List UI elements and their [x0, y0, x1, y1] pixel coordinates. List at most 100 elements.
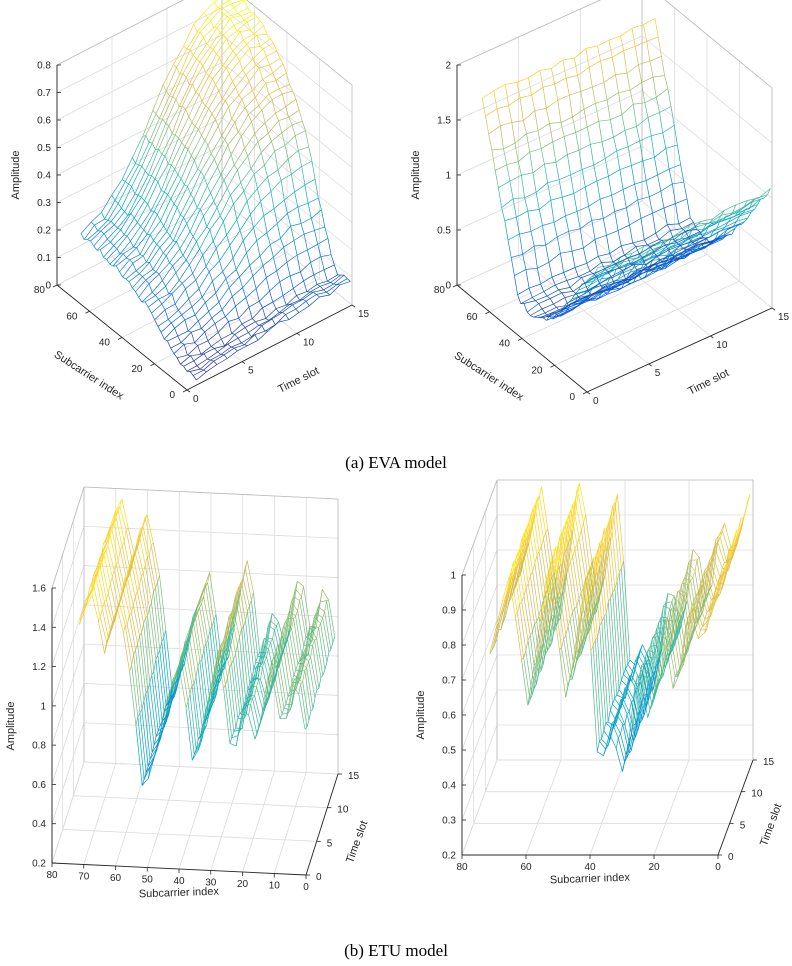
mesh-segment	[299, 271, 304, 281]
mesh-segment	[704, 615, 712, 620]
mesh-segment	[261, 325, 266, 332]
mesh-segment	[208, 57, 220, 76]
mesh-segment	[270, 681, 274, 689]
mesh-segment	[526, 508, 534, 540]
mesh-segment	[225, 54, 237, 69]
mesh-segment	[734, 544, 738, 551]
mesh-segment	[206, 364, 218, 372]
mesh-segment	[508, 569, 516, 593]
mesh-segment	[247, 16, 258, 23]
mesh-segment	[587, 630, 590, 635]
mesh-segment	[652, 241, 664, 246]
mesh-segment	[176, 186, 188, 208]
mesh-segment	[125, 624, 128, 627]
mesh-segment	[612, 588, 616, 593]
mesh-segment	[555, 284, 559, 291]
mesh-segment	[129, 259, 134, 264]
mesh-segment	[174, 319, 186, 329]
mesh-segment	[260, 152, 265, 166]
mesh-segment	[227, 0, 232, 5]
amplitude-tick-label: 0.6	[32, 780, 46, 791]
mesh-segment	[722, 531, 730, 551]
mesh-segment	[199, 661, 207, 719]
mesh-segment	[583, 514, 587, 523]
mesh-segment	[307, 629, 315, 637]
mesh-segment	[226, 30, 238, 39]
subcarrier-tick-label: 60	[110, 873, 122, 884]
mesh-segment	[597, 551, 605, 600]
mesh-segment	[549, 298, 554, 305]
mesh-segment	[563, 639, 571, 680]
mesh-segment	[567, 679, 571, 687]
mesh-segment	[225, 305, 236, 317]
mesh-segment	[193, 24, 198, 33]
mesh-segment	[249, 46, 261, 49]
mesh-segment	[155, 285, 166, 296]
mesh-segment	[679, 229, 692, 240]
amplitude-tick-label: 0.2	[37, 226, 51, 237]
mesh-segment	[558, 174, 571, 181]
mesh-segment	[99, 544, 107, 560]
mesh-segment	[252, 276, 257, 289]
mesh-segment	[107, 238, 111, 243]
mesh-segment	[194, 140, 206, 161]
mesh-segment	[322, 589, 329, 601]
mesh-segment	[214, 323, 219, 333]
mesh-segment	[560, 116, 573, 123]
mesh-segment	[191, 328, 202, 333]
mesh-segment	[267, 133, 272, 142]
mesh-segment	[174, 146, 186, 170]
mesh-segment	[293, 618, 301, 661]
mesh-segment	[153, 225, 164, 241]
mesh-segment	[319, 286, 324, 291]
mesh-segment	[569, 303, 582, 311]
mesh-segment	[142, 269, 154, 277]
mesh-segment	[234, 148, 245, 166]
mesh-segment	[271, 613, 279, 623]
mesh-segment	[324, 600, 327, 612]
mesh-segment	[259, 290, 270, 302]
mesh-segment	[140, 528, 148, 557]
mesh-segment	[115, 560, 119, 565]
mesh-segment	[240, 29, 251, 32]
mesh-segment	[673, 230, 686, 240]
mesh-segment	[197, 340, 209, 346]
mesh-segment	[253, 173, 258, 189]
mesh-segment	[134, 596, 142, 633]
mesh-segment	[129, 671, 137, 726]
mesh-segment	[151, 674, 159, 731]
mesh-segment	[284, 191, 295, 201]
mesh-segment	[566, 280, 571, 288]
mesh-segment	[242, 58, 254, 71]
mesh-segment	[97, 220, 109, 232]
mesh-segment	[192, 375, 197, 381]
mesh-segment	[699, 223, 712, 234]
mesh-segment	[229, 46, 234, 52]
mesh-segment	[610, 515, 618, 582]
mesh-segment	[614, 699, 622, 727]
mesh-segment	[323, 289, 327, 293]
mesh-segment	[239, 701, 247, 730]
mesh-segment	[618, 687, 626, 712]
mesh-segment	[237, 155, 249, 171]
mesh-segment	[673, 125, 678, 146]
mesh-segment	[245, 288, 257, 298]
subcarrier-tick-label: 20	[531, 365, 543, 376]
mesh-segment	[614, 580, 618, 589]
mesh-segment	[641, 82, 646, 103]
mesh-segment	[200, 171, 205, 178]
mesh-segment	[555, 154, 568, 163]
mesh-segment	[205, 711, 209, 719]
mesh-segment	[109, 263, 114, 267]
mesh-segment	[627, 664, 635, 674]
mesh-segment	[531, 95, 536, 111]
mesh-segment	[708, 599, 712, 610]
mesh-segment	[588, 206, 593, 221]
mesh-segment	[113, 245, 118, 249]
mesh-segment	[669, 651, 672, 655]
mesh-segment	[707, 548, 715, 597]
mesh-segment	[156, 194, 168, 215]
mesh-segment	[652, 213, 657, 234]
mesh-segment	[716, 221, 729, 229]
